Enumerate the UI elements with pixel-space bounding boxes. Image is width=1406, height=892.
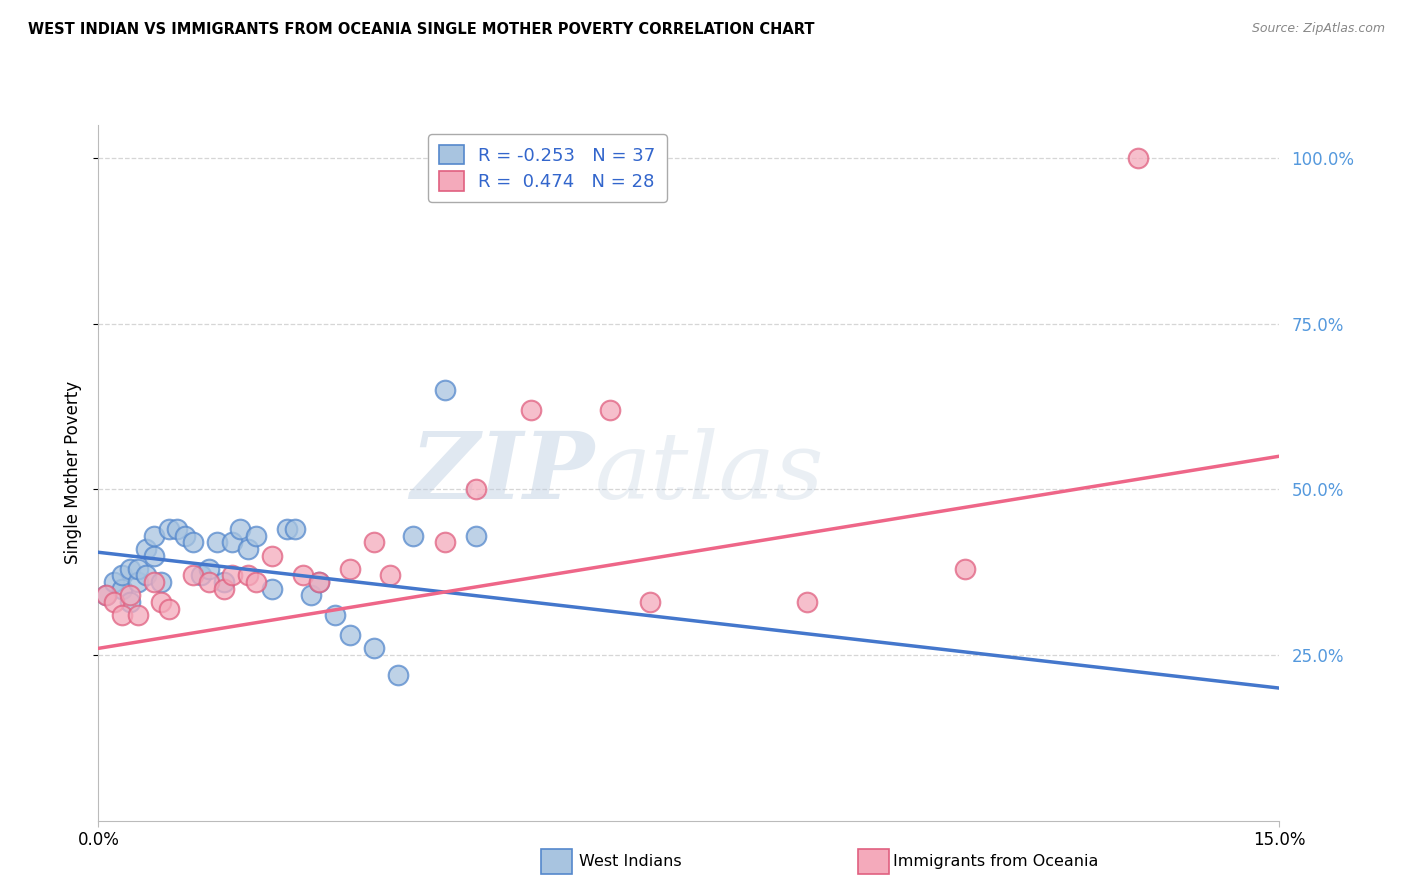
Point: [599, 402, 621, 417]
Point: [520, 402, 543, 417]
Point: [96, 588, 118, 602]
Point: [236, 568, 259, 582]
Point: [378, 568, 401, 582]
Point: [197, 562, 219, 576]
Point: [433, 383, 456, 397]
Point: [276, 522, 298, 536]
Point: [118, 588, 141, 602]
Point: [308, 575, 330, 590]
Point: [127, 575, 149, 590]
Point: [433, 535, 456, 549]
Point: [181, 535, 204, 549]
Point: [260, 582, 283, 596]
Point: [96, 588, 118, 602]
Point: [638, 595, 661, 609]
Point: [465, 529, 488, 543]
Point: [308, 575, 330, 590]
Point: [323, 608, 346, 623]
Point: [118, 562, 141, 576]
Y-axis label: Single Mother Poverty: Single Mother Poverty: [65, 381, 83, 565]
Point: [229, 522, 252, 536]
Point: [363, 535, 385, 549]
Point: [284, 522, 307, 536]
Point: [339, 628, 361, 642]
Text: WEST INDIAN VS IMMIGRANTS FROM OCEANIA SINGLE MOTHER POVERTY CORRELATION CHART: WEST INDIAN VS IMMIGRANTS FROM OCEANIA S…: [28, 22, 814, 37]
Point: [111, 568, 134, 582]
Point: [174, 529, 197, 543]
Point: [111, 608, 134, 623]
Point: [190, 568, 212, 582]
Point: [260, 549, 283, 563]
Point: [205, 535, 228, 549]
Point: [214, 582, 236, 596]
Point: [214, 575, 236, 590]
Point: [465, 483, 488, 497]
Point: [142, 549, 165, 563]
Text: Immigrants from Oceania: Immigrants from Oceania: [893, 855, 1098, 869]
Point: [245, 529, 267, 543]
Point: [221, 568, 243, 582]
Point: [166, 522, 188, 536]
Point: [127, 562, 149, 576]
Point: [118, 595, 141, 609]
Point: [236, 541, 259, 556]
Point: [103, 595, 125, 609]
Point: [796, 595, 818, 609]
Point: [245, 575, 267, 590]
Point: [142, 529, 165, 543]
Point: [111, 582, 134, 596]
Point: [150, 575, 173, 590]
Point: [157, 601, 180, 615]
Point: [157, 522, 180, 536]
Point: [953, 562, 976, 576]
Point: [135, 541, 157, 556]
Point: [221, 535, 243, 549]
Point: [292, 568, 315, 582]
Point: [197, 575, 219, 590]
Point: [181, 568, 204, 582]
Point: [387, 668, 409, 682]
Text: ZIP: ZIP: [411, 428, 595, 517]
Text: West Indians: West Indians: [579, 855, 682, 869]
Text: Source: ZipAtlas.com: Source: ZipAtlas.com: [1251, 22, 1385, 36]
Point: [299, 588, 322, 602]
Point: [363, 641, 385, 656]
Legend: R = -0.253   N = 37, R =  0.474   N = 28: R = -0.253 N = 37, R = 0.474 N = 28: [427, 134, 666, 202]
Point: [103, 575, 125, 590]
Point: [150, 595, 173, 609]
Text: atlas: atlas: [595, 428, 824, 517]
Point: [1126, 151, 1149, 165]
Point: [339, 562, 361, 576]
Point: [127, 608, 149, 623]
Point: [135, 568, 157, 582]
Point: [142, 575, 165, 590]
Point: [402, 529, 425, 543]
